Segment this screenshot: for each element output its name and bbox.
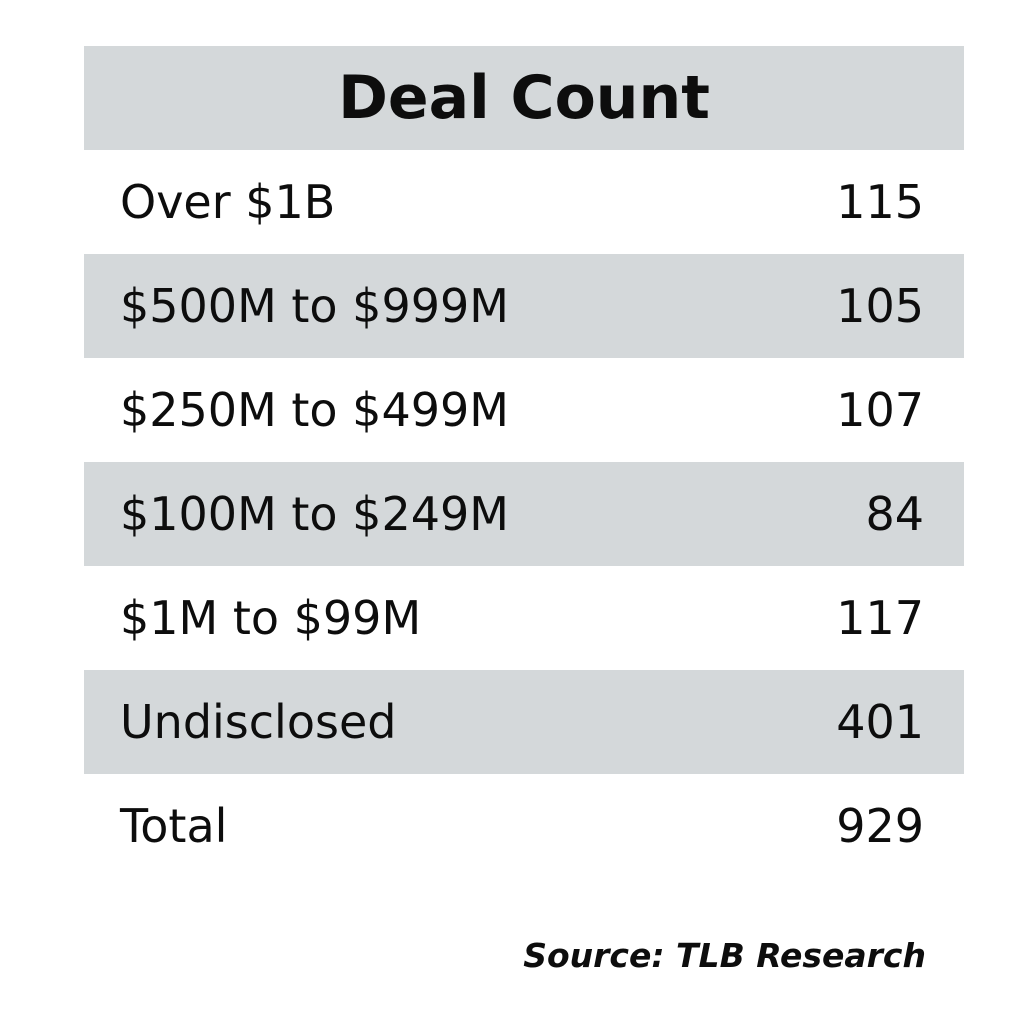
- row-value: 401: [836, 695, 924, 749]
- table-row: $100M to $249M 84: [84, 462, 964, 566]
- table-title: Deal Count: [338, 63, 710, 133]
- table-row: $250M to $499M 107: [84, 358, 964, 462]
- row-value: 107: [836, 383, 924, 437]
- table-row: $1M to $99M 117: [84, 566, 964, 670]
- row-label: Undisclosed: [120, 695, 397, 749]
- table-row: Undisclosed 401: [84, 670, 964, 774]
- row-label: $250M to $499M: [120, 383, 509, 437]
- table-row: $500M to $999M 105: [84, 254, 964, 358]
- row-value: 84: [865, 487, 924, 541]
- row-value: 115: [836, 175, 924, 229]
- row-label: Total: [120, 799, 228, 853]
- table-row: Over $1B 115: [84, 150, 964, 254]
- deal-count-table: Deal Count Over $1B 115 $500M to $999M 1…: [84, 46, 964, 878]
- row-label: $100M to $249M: [120, 487, 509, 541]
- source-note: Source: TLB Research: [523, 936, 926, 975]
- row-value: 105: [836, 279, 924, 333]
- row-label: $1M to $99M: [120, 591, 422, 645]
- table-title-bar: Deal Count: [84, 46, 964, 150]
- row-value: 117: [836, 591, 924, 645]
- table-row-total: Total 929: [84, 774, 964, 878]
- row-label: $500M to $999M: [120, 279, 509, 333]
- row-value: 929: [836, 799, 924, 853]
- row-label: Over $1B: [120, 175, 336, 229]
